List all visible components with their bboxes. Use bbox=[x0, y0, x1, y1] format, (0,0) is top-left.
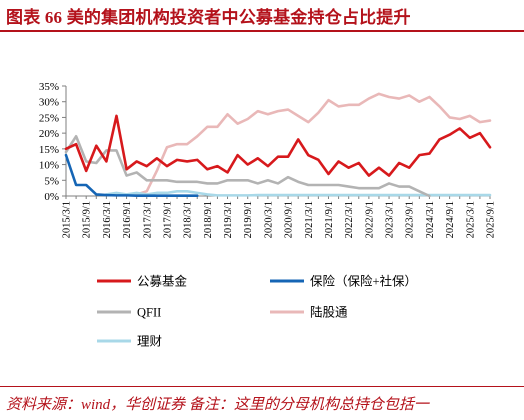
legend-label: QFII bbox=[137, 306, 161, 320]
x-tick-label: 2024/3/1 bbox=[425, 201, 436, 238]
x-tick-label: 2024/9/1 bbox=[445, 201, 456, 238]
title-divider bbox=[0, 30, 524, 32]
legend-item: 理财 bbox=[97, 335, 162, 349]
x-tick-label: 2023/3/1 bbox=[385, 201, 396, 238]
x-tick-label: 2018/3/1 bbox=[183, 201, 194, 238]
y-tick-label: 10% bbox=[39, 160, 59, 172]
y-tick-label: 35% bbox=[39, 81, 59, 93]
x-tick-label: 2022/3/1 bbox=[344, 201, 355, 238]
y-tick-label: 5% bbox=[44, 175, 59, 187]
x-tick-label: 2020/3/1 bbox=[263, 201, 274, 238]
x-tick-label: 2021/3/1 bbox=[304, 201, 315, 238]
y-tick-label: 20% bbox=[39, 128, 59, 140]
line-chart: 0% 5% 10% 15% 20% 25% 30% 35% 2015/3/1 2015/9/1 20… bbox=[39, 81, 497, 349]
source-note: 资料来源：wind，华创证券 备注：这里的分母机构总持仓包括一 bbox=[6, 397, 429, 413]
x-tick-label: 2023/9/1 bbox=[405, 201, 416, 238]
x-tick-label: 2016/9/1 bbox=[122, 201, 133, 238]
legend-label: 保险（保险+社保） bbox=[310, 274, 417, 289]
chart-title: 图表 66 美的集团机构投资者中公募基金持仓占比提升 bbox=[6, 8, 411, 27]
x-tick-label: 2019/3/1 bbox=[223, 201, 234, 238]
x-tick-label: 2020/9/1 bbox=[284, 201, 295, 238]
legend-label: 理财 bbox=[137, 335, 162, 349]
x-tick-label: 2019/9/1 bbox=[243, 201, 254, 238]
x-tick-label: 2017/3/1 bbox=[142, 201, 153, 238]
legend-label: 公募基金 bbox=[137, 274, 188, 289]
y-tick-label: 25% bbox=[39, 112, 59, 124]
x-tick-label: 2016/3/1 bbox=[102, 201, 113, 238]
chart-series bbox=[64, 92, 492, 198]
y-tick-label: 30% bbox=[39, 97, 59, 109]
x-tick-label: 2017/9/1 bbox=[162, 201, 173, 238]
legend-item: 陆股通 bbox=[270, 305, 348, 320]
footer-divider bbox=[0, 386, 524, 387]
series-line-2 bbox=[64, 153, 199, 197]
y-tick-label: 15% bbox=[39, 144, 59, 156]
series-line-1 bbox=[64, 114, 492, 177]
x-tick-label: 2022/9/1 bbox=[364, 201, 375, 238]
legend-label: 陆股通 bbox=[310, 305, 348, 320]
x-tick-label: 2015/3/1 bbox=[62, 201, 73, 238]
legend-item: QFII bbox=[97, 306, 161, 320]
x-tick-label: 2015/9/1 bbox=[82, 201, 93, 238]
series-line-4 bbox=[135, 92, 492, 196]
x-tick-label: 2018/9/1 bbox=[203, 201, 214, 238]
chart-axes: 0% 5% 10% 15% 20% 25% 30% 35% 2015/3/1 2015/9/1 20… bbox=[39, 81, 497, 238]
x-tick-label: 2025/9/1 bbox=[486, 201, 497, 238]
series-line-3 bbox=[64, 134, 431, 198]
legend-item: 保险（保险+社保） bbox=[270, 274, 417, 289]
x-tick-label: 2025/3/1 bbox=[465, 201, 476, 238]
x-tick-label: 2021/9/1 bbox=[324, 201, 335, 238]
legend-item: 公募基金 bbox=[97, 274, 188, 289]
y-tick-label: 0% bbox=[44, 191, 59, 203]
